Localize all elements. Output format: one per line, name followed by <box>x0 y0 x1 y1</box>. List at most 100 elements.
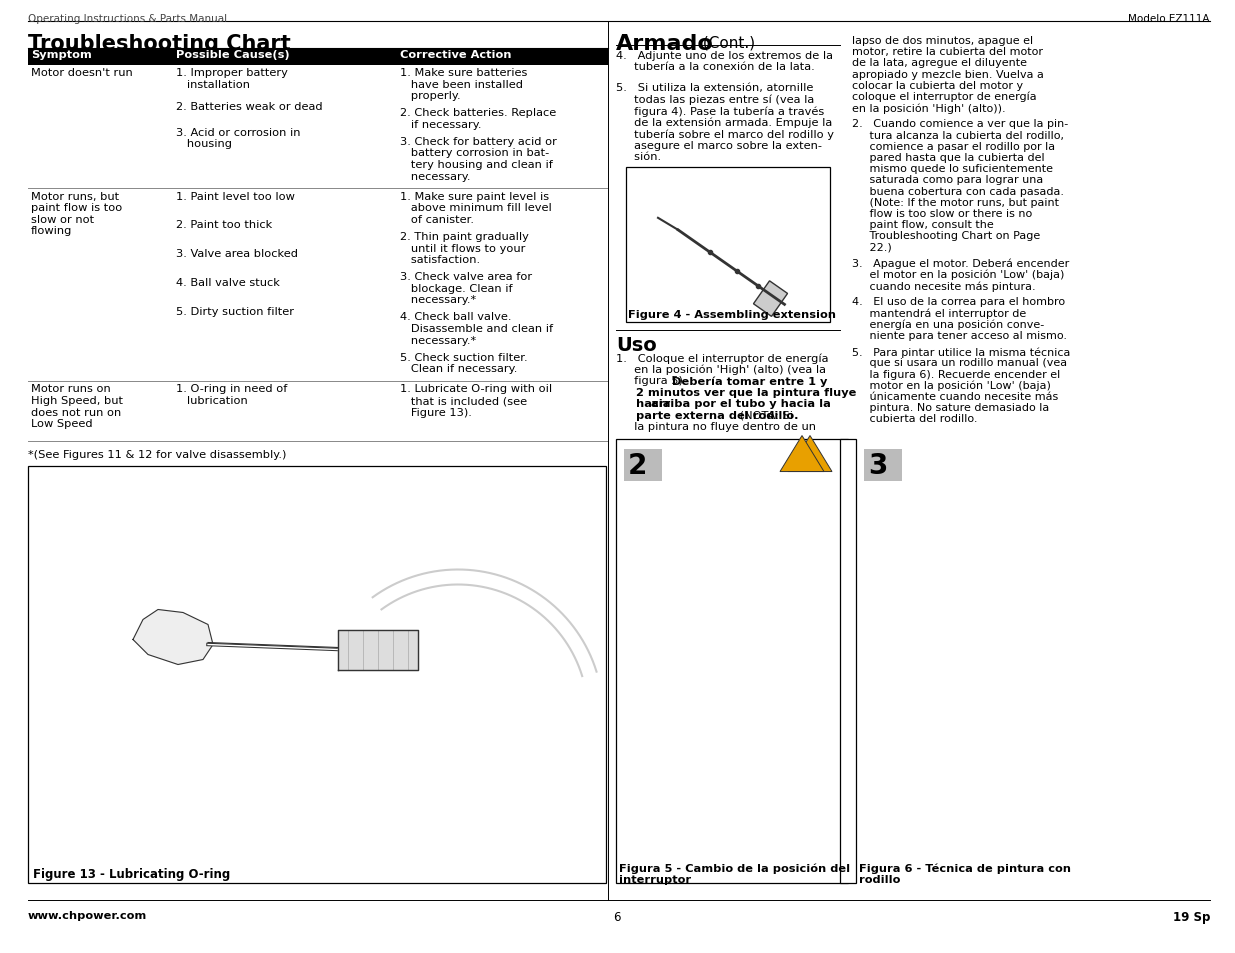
Text: tery housing and clean if: tery housing and clean if <box>400 160 553 170</box>
Text: niente para tener acceso al mismo.: niente para tener acceso al mismo. <box>852 331 1067 340</box>
Text: 5. Dirty suction filter: 5. Dirty suction filter <box>177 307 294 316</box>
Text: does not run on: does not run on <box>31 407 121 417</box>
Polygon shape <box>338 630 417 670</box>
Text: 4.   El uso de la correa para el hombro: 4. El uso de la correa para el hombro <box>852 297 1065 307</box>
Text: saturada como para lograr una: saturada como para lograr una <box>852 175 1044 185</box>
Text: Disassemble and clean if: Disassemble and clean if <box>400 324 553 334</box>
Text: Figure 13).: Figure 13). <box>400 407 472 417</box>
Text: 1. Improper battery: 1. Improper battery <box>177 68 288 78</box>
Text: apropiado y mezcle bien. Vuelva a: apropiado y mezcle bien. Vuelva a <box>852 70 1044 79</box>
Text: necessary.: necessary. <box>400 172 471 181</box>
Text: comience a pasar el rodillo por la: comience a pasar el rodillo por la <box>852 142 1055 152</box>
Text: 3. Check for battery acid or: 3. Check for battery acid or <box>400 137 557 147</box>
Text: 4. Check ball valve.: 4. Check ball valve. <box>400 313 511 322</box>
Text: 2. Check batteries. Replace: 2. Check batteries. Replace <box>400 108 556 118</box>
Text: motor, retire la cubierta del motor: motor, retire la cubierta del motor <box>852 47 1044 57</box>
Text: coloque el interruptor de energía: coloque el interruptor de energía <box>852 91 1036 102</box>
Text: figura 4). Pase la tubería a través: figura 4). Pase la tubería a través <box>616 106 824 116</box>
Text: todas las piezas entre sí (vea la: todas las piezas entre sí (vea la <box>616 94 814 105</box>
Text: figura 5).: figura 5). <box>616 375 690 386</box>
Text: la figura 6). Recuerde encender el: la figura 6). Recuerde encender el <box>852 369 1061 379</box>
Text: interruptor: interruptor <box>619 874 692 884</box>
Text: el motor en la posición 'Low' (baja): el motor en la posición 'Low' (baja) <box>852 270 1065 280</box>
Text: en la posición 'High' (alto) (vea la: en la posición 'High' (alto) (vea la <box>616 364 826 375</box>
Text: Figure 4 - Assembling extension: Figure 4 - Assembling extension <box>629 310 836 320</box>
Text: slow or not: slow or not <box>31 214 94 225</box>
Text: pintura. No sature demasiado la: pintura. No sature demasiado la <box>852 403 1050 413</box>
Text: Clean if necessary.: Clean if necessary. <box>400 364 517 374</box>
Text: *(See Figures 11 & 12 for valve disassembly.): *(See Figures 11 & 12 for valve disassem… <box>28 450 287 459</box>
Text: battery corrosion in bat-: battery corrosion in bat- <box>400 149 550 158</box>
Text: la pintura no fluye dentro de un: la pintura no fluye dentro de un <box>616 422 816 432</box>
Text: Motor runs on: Motor runs on <box>31 384 111 395</box>
Text: Modelo EZ111A: Modelo EZ111A <box>1129 14 1210 24</box>
Text: 2.   Cuando comience a ver que la pin-: 2. Cuando comience a ver que la pin- <box>852 119 1068 130</box>
Bar <box>626 168 830 323</box>
Text: have been installed: have been installed <box>400 79 522 90</box>
Text: 3: 3 <box>797 454 804 464</box>
Text: 1. Paint level too low: 1. Paint level too low <box>177 192 295 201</box>
Text: de la extensión armada. Empuje la: de la extensión armada. Empuje la <box>616 117 832 128</box>
Text: que si usara un rodillo manual (vea: que si usara un rodillo manual (vea <box>852 358 1067 368</box>
Text: (Note: If the motor runs, but paint: (Note: If the motor runs, but paint <box>852 197 1058 208</box>
Text: of canister.: of canister. <box>400 214 474 225</box>
Text: parte externa del rodillo.: parte externa del rodillo. <box>616 411 799 420</box>
Text: 6: 6 <box>614 910 621 923</box>
Text: Corrective Action: Corrective Action <box>400 50 511 60</box>
Text: Low Speed: Low Speed <box>31 418 93 429</box>
Text: properly.: properly. <box>400 91 461 101</box>
Text: (Cont.): (Cont.) <box>698 36 755 51</box>
Text: sión.: sión. <box>616 152 661 162</box>
Bar <box>28 49 608 66</box>
Text: 3. Valve area blocked: 3. Valve area blocked <box>177 249 298 259</box>
Text: 5. Check suction filter.: 5. Check suction filter. <box>400 353 527 362</box>
Text: flow is too slow or there is no: flow is too slow or there is no <box>852 209 1032 219</box>
Text: Uso: Uso <box>616 336 657 355</box>
Text: tubería sobre el marco del rodillo y: tubería sobre el marco del rodillo y <box>616 129 834 139</box>
Text: lapso de dos minutos, apague el: lapso de dos minutos, apague el <box>852 36 1034 46</box>
Text: mantendrá el interruptor de: mantendrá el interruptor de <box>852 308 1026 318</box>
Text: Armado: Armado <box>616 34 714 54</box>
Text: 1.   Coloque el interruptor de energía: 1. Coloque el interruptor de energía <box>616 353 829 363</box>
Polygon shape <box>788 436 832 472</box>
Text: 4.   Adjunte uno de los extremos de la: 4. Adjunte uno de los extremos de la <box>616 51 832 61</box>
Text: flowing: flowing <box>31 226 73 236</box>
Text: de la lata, agregue el diluyente: de la lata, agregue el diluyente <box>852 58 1028 69</box>
Text: installation: installation <box>177 79 249 90</box>
Text: Troubleshooting Chart: Troubleshooting Chart <box>28 34 290 54</box>
Polygon shape <box>781 436 824 472</box>
Bar <box>616 439 848 883</box>
Text: Figura 6 - Técnica de pintura con: Figura 6 - Técnica de pintura con <box>860 863 1071 874</box>
Polygon shape <box>133 610 212 665</box>
Text: 4. Ball valve stuck: 4. Ball valve stuck <box>177 277 280 288</box>
Text: 19 Sp: 19 Sp <box>1172 910 1210 923</box>
Text: www.chpower.com: www.chpower.com <box>28 910 147 920</box>
Text: 2: 2 <box>629 451 647 479</box>
Text: Possible Cause(s): Possible Cause(s) <box>177 50 290 60</box>
Text: 2 minutos ver que la pintura fluye: 2 minutos ver que la pintura fluye <box>616 387 856 397</box>
Text: hacia: hacia <box>616 399 674 409</box>
Text: rodillo: rodillo <box>860 874 900 884</box>
Text: (NOTA: Si: (NOTA: Si <box>736 411 793 420</box>
Text: mismo quede lo suficientemente: mismo quede lo suficientemente <box>852 164 1053 174</box>
Text: 1. Make sure paint level is: 1. Make sure paint level is <box>400 192 550 201</box>
Text: Operating Instructions & Parts Manual: Operating Instructions & Parts Manual <box>28 14 227 24</box>
Text: necessary.*: necessary.* <box>400 294 477 305</box>
Text: satisfaction.: satisfaction. <box>400 254 480 265</box>
Text: tubería a la conexión de la lata.: tubería a la conexión de la lata. <box>616 63 815 72</box>
Text: above minimum fill level: above minimum fill level <box>400 203 552 213</box>
Text: energía en una posición conve-: energía en una posición conve- <box>852 319 1045 330</box>
Text: Debería tomar entre 1 y: Debería tomar entre 1 y <box>672 375 827 386</box>
Text: pared hasta que la cubierta del: pared hasta que la cubierta del <box>852 152 1045 163</box>
Bar <box>864 449 902 481</box>
Text: until it flows to your: until it flows to your <box>400 243 525 253</box>
Text: motor en la posición 'Low' (baja): motor en la posición 'Low' (baja) <box>852 380 1051 391</box>
Text: Symptom: Symptom <box>31 50 91 60</box>
Text: cuando necesite más pintura.: cuando necesite más pintura. <box>852 281 1036 292</box>
Text: buena cobertura con cada pasada.: buena cobertura con cada pasada. <box>852 187 1065 196</box>
Text: 1. O-ring in need of: 1. O-ring in need of <box>177 384 288 395</box>
Text: paint flow is too: paint flow is too <box>31 203 122 213</box>
Bar <box>840 439 856 883</box>
Text: necessary.*: necessary.* <box>400 335 477 345</box>
Text: that is included (see: that is included (see <box>400 395 527 406</box>
